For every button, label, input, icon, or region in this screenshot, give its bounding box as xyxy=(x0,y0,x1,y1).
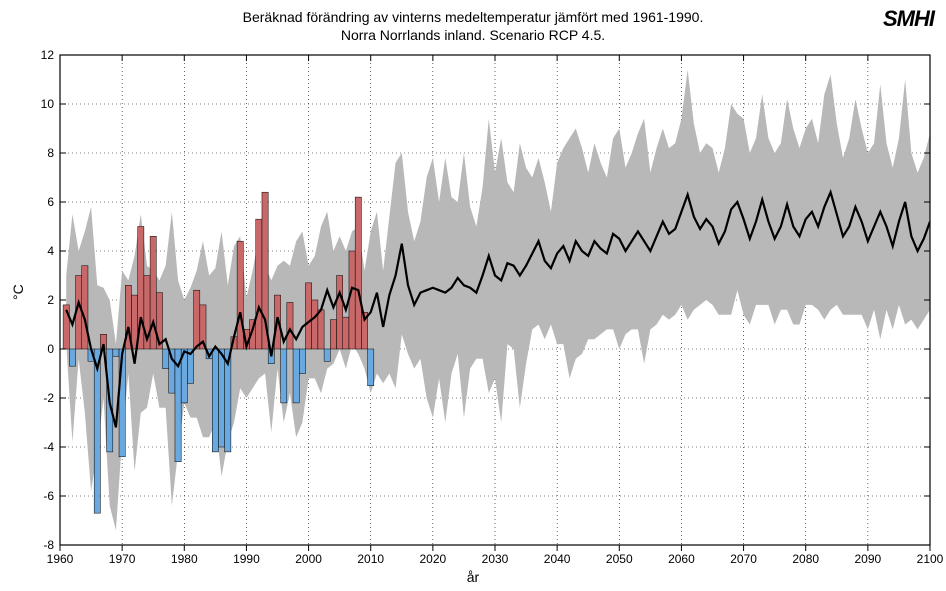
svg-text:2060: 2060 xyxy=(668,552,695,566)
svg-text:2080: 2080 xyxy=(792,552,819,566)
svg-text:8: 8 xyxy=(47,146,54,160)
chart-svg: 1960197019801990200020102020203020402050… xyxy=(0,0,946,591)
svg-text:-2: -2 xyxy=(43,391,54,405)
svg-text:2010: 2010 xyxy=(357,552,384,566)
svg-text:2050: 2050 xyxy=(606,552,633,566)
svg-text:4: 4 xyxy=(47,244,54,258)
svg-text:1960: 1960 xyxy=(47,552,74,566)
svg-text:2030: 2030 xyxy=(482,552,509,566)
chart-container: SMHI Beräknad förändring av vinterns med… xyxy=(0,0,946,591)
svg-text:2020: 2020 xyxy=(420,552,447,566)
svg-text:0: 0 xyxy=(47,342,54,356)
svg-text:6: 6 xyxy=(47,195,54,209)
svg-text:-8: -8 xyxy=(43,538,54,552)
svg-text:-6: -6 xyxy=(43,489,54,503)
svg-text:10: 10 xyxy=(41,97,55,111)
svg-text:2090: 2090 xyxy=(855,552,882,566)
svg-text:12: 12 xyxy=(41,48,55,62)
svg-text:2: 2 xyxy=(47,293,54,307)
svg-text:1990: 1990 xyxy=(233,552,260,566)
svg-text:2040: 2040 xyxy=(544,552,571,566)
svg-text:-4: -4 xyxy=(43,440,54,454)
svg-text:2000: 2000 xyxy=(295,552,322,566)
svg-text:1970: 1970 xyxy=(109,552,136,566)
svg-text:2070: 2070 xyxy=(730,552,757,566)
svg-text:2100: 2100 xyxy=(917,552,944,566)
svg-text:1980: 1980 xyxy=(171,552,198,566)
